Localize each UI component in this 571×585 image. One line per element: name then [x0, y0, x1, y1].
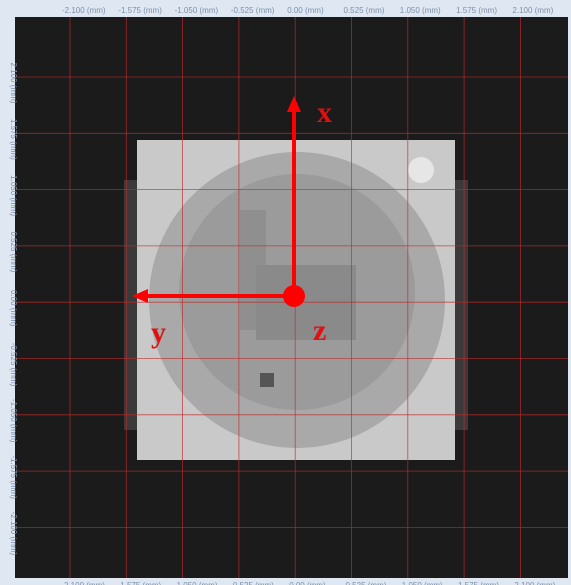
bottom-label: 2.100 (mm) — [514, 581, 555, 585]
z-axis-label: z — [313, 314, 326, 347]
bottom-label: 0.525 (mm) — [346, 581, 387, 585]
top-label: -2.100 (mm) — [62, 6, 106, 15]
left-label: 0.00 (mm) — [9, 290, 18, 327]
top-label: 0.525 (mm) — [344, 6, 385, 15]
bottom-label: 0.525 (mm) — [233, 581, 274, 585]
x-axis-label: x — [317, 96, 332, 129]
left-label: 1.575 (mm) — [9, 119, 18, 160]
top-label: 1.575 (mm) — [456, 6, 497, 15]
left-label: -2.100 (mm) — [9, 512, 18, 556]
zener — [260, 373, 274, 387]
z-dot — [283, 285, 305, 307]
left-label: -1.575 (mm) — [9, 455, 18, 499]
top-label: -0.525 (mm) — [231, 6, 275, 15]
top-label: 2.100 (mm) — [512, 6, 553, 15]
bottom-label: 1.575 (mm) — [458, 581, 499, 585]
x-arrow-head — [287, 96, 301, 112]
bottom-label: 1.575 (mm) — [120, 581, 161, 585]
bottom-label: 1.050 (mm) — [177, 581, 218, 585]
left-label: -0.525 (mm) — [9, 343, 18, 387]
left-label: 2.100 (mm) — [9, 63, 18, 104]
bottom-label: 1.050 (mm) — [402, 581, 443, 585]
bottom-label: 0.00 (mm) — [289, 581, 326, 585]
left-label: -1.050 (mm) — [9, 399, 18, 443]
y-arrow-head — [132, 289, 148, 303]
marker-hole — [408, 157, 434, 183]
top-label: -1.575 (mm) — [118, 6, 162, 15]
left-label: 0.525 (mm) — [9, 231, 18, 272]
bottom-label: 2.100 (mm) — [64, 581, 105, 585]
left-label: 1.050 (mm) — [9, 175, 18, 216]
y-axis-label: y — [151, 316, 166, 349]
top-label: 1.050 (mm) — [400, 6, 441, 15]
top-label: -1.050 (mm) — [175, 6, 219, 15]
axis-arrows — [132, 96, 305, 307]
top-label: 0.00 (mm) — [287, 6, 324, 15]
